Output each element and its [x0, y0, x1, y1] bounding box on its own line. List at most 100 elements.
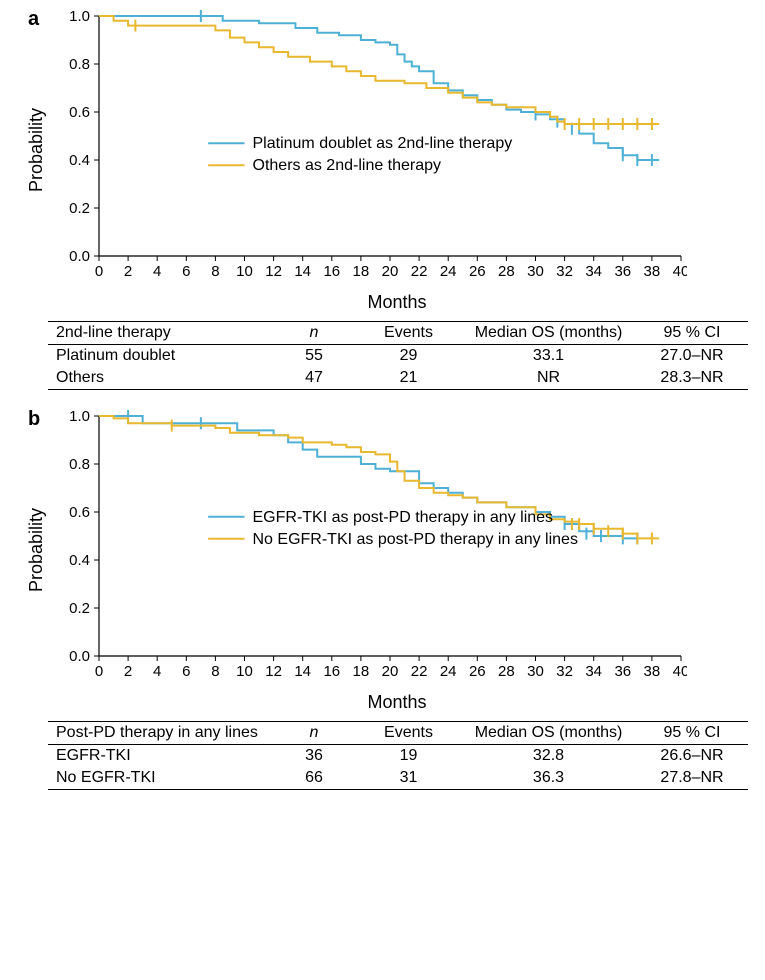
table-cell: Others	[48, 367, 272, 390]
table-row: Platinum doublet552933.127.0–NR	[48, 345, 748, 368]
x-tick-label: 18	[353, 663, 370, 680]
km-chart: 02468101214161820222426283032343638400.0…	[47, 10, 687, 290]
table-cell: No EGFR-TKI	[48, 767, 272, 790]
legend-label: No EGFR-TKI as post-PD therapy in any li…	[253, 531, 578, 548]
y-tick-label: 0.0	[69, 248, 90, 265]
x-tick-label: 14	[294, 663, 311, 680]
km-curve	[99, 16, 659, 124]
y-tick-label: 0.4	[69, 152, 90, 169]
x-tick-label: 6	[182, 263, 190, 280]
table-cell: Platinum doublet	[48, 345, 272, 368]
x-tick-label: 38	[644, 263, 661, 280]
table-cell: 31	[356, 767, 461, 790]
y-tick-label: 0.4	[69, 552, 90, 569]
x-tick-label: 20	[382, 263, 399, 280]
x-tick-label: 4	[153, 263, 161, 280]
x-tick-label: 32	[556, 263, 573, 280]
km-chart: 02468101214161820222426283032343638400.0…	[47, 410, 687, 690]
y-tick-label: 0.2	[69, 200, 90, 217]
x-tick-label: 36	[614, 263, 631, 280]
x-tick-label: 0	[95, 263, 103, 280]
y-tick-label: 1.0	[69, 10, 90, 25]
x-tick-label: 24	[440, 263, 457, 280]
y-tick-label: 0.6	[69, 504, 90, 521]
legend-label: Platinum doublet as 2nd-line therapy	[253, 135, 513, 152]
table-cell: 19	[356, 745, 461, 768]
table-cell: 55	[272, 345, 356, 368]
stats-table: Post-PD therapy in any linesnEventsMedia…	[48, 721, 748, 790]
table-header-row: 2nd-line therapynEventsMedian OS (months…	[48, 322, 748, 345]
panel-letter: b	[28, 408, 40, 431]
table-header-cell: Post-PD therapy in any lines	[48, 722, 272, 745]
table-header-cell: 2nd-line therapy	[48, 322, 272, 345]
table-cell: 26.6–NR	[636, 745, 748, 768]
x-tick-label: 38	[644, 663, 661, 680]
x-tick-label: 8	[211, 663, 219, 680]
table-header-cell: 95 % CI	[636, 722, 748, 745]
table-cell: 32.8	[461, 745, 636, 768]
table-cell: 36	[272, 745, 356, 768]
y-tick-label: 0.6	[69, 104, 90, 121]
legend-label: EGFR-TKI as post-PD therapy in any lines	[253, 509, 554, 526]
table-header-cell: Median OS (months)	[461, 322, 636, 345]
table-header-cell: n	[272, 322, 356, 345]
table-cell: 33.1	[461, 345, 636, 368]
x-tick-label: 32	[556, 663, 573, 680]
x-tick-label: 28	[498, 263, 515, 280]
x-tick-label: 10	[236, 663, 253, 680]
x-tick-label: 6	[182, 663, 190, 680]
x-tick-label: 2	[124, 263, 132, 280]
y-tick-label: 0.0	[69, 648, 90, 665]
table-cell: EGFR-TKI	[48, 745, 272, 768]
x-tick-label: 40	[673, 263, 687, 280]
legend-label: Others as 2nd-line therapy	[253, 157, 442, 174]
chart-wrap: Probability02468101214161820222426283032…	[20, 10, 745, 313]
table-header-cell: Events	[356, 722, 461, 745]
x-tick-label: 26	[469, 663, 486, 680]
y-tick-label: 0.8	[69, 456, 90, 473]
x-tick-label: 40	[673, 663, 687, 680]
panel-b: bProbability0246810121416182022242628303…	[0, 400, 765, 800]
x-axis-label: Months	[107, 692, 687, 713]
x-tick-label: 14	[294, 263, 311, 280]
x-tick-label: 10	[236, 263, 253, 280]
panel-a: aProbability0246810121416182022242628303…	[0, 0, 765, 400]
table-row: Others4721NR28.3–NR	[48, 367, 748, 390]
table-cell: 66	[272, 767, 356, 790]
table-cell: 36.3	[461, 767, 636, 790]
x-tick-label: 22	[411, 263, 428, 280]
table-cell: 27.0–NR	[636, 345, 748, 368]
x-tick-label: 36	[614, 663, 631, 680]
x-tick-label: 28	[498, 663, 515, 680]
table-header-cell: n	[272, 722, 356, 745]
x-tick-label: 34	[585, 263, 602, 280]
table-cell: 27.8–NR	[636, 767, 748, 790]
table-row: No EGFR-TKI663136.327.8–NR	[48, 767, 748, 790]
x-tick-label: 30	[527, 663, 544, 680]
table-cell: NR	[461, 367, 636, 390]
y-tick-label: 1.0	[69, 410, 90, 425]
x-tick-label: 0	[95, 663, 103, 680]
x-tick-label: 12	[265, 663, 282, 680]
y-axis-label: Probability	[20, 10, 47, 290]
x-axis-label: Months	[107, 292, 687, 313]
stats-table: 2nd-line therapynEventsMedian OS (months…	[48, 321, 748, 390]
table-header-row: Post-PD therapy in any linesnEventsMedia…	[48, 722, 748, 745]
x-tick-label: 16	[323, 663, 340, 680]
table-cell: 21	[356, 367, 461, 390]
x-tick-label: 18	[353, 263, 370, 280]
table-cell: 29	[356, 345, 461, 368]
table-cell: 28.3–NR	[636, 367, 748, 390]
x-tick-label: 2	[124, 663, 132, 680]
table-row: EGFR-TKI361932.826.6–NR	[48, 745, 748, 768]
x-tick-label: 22	[411, 663, 428, 680]
x-tick-label: 24	[440, 663, 457, 680]
table-header-cell: Median OS (months)	[461, 722, 636, 745]
y-axis-label: Probability	[20, 410, 47, 690]
x-tick-label: 4	[153, 663, 161, 680]
x-tick-label: 12	[265, 263, 282, 280]
panel-letter: a	[28, 8, 39, 31]
y-tick-label: 0.8	[69, 56, 90, 73]
chart-wrap: Probability02468101214161820222426283032…	[20, 410, 745, 713]
x-tick-label: 30	[527, 263, 544, 280]
